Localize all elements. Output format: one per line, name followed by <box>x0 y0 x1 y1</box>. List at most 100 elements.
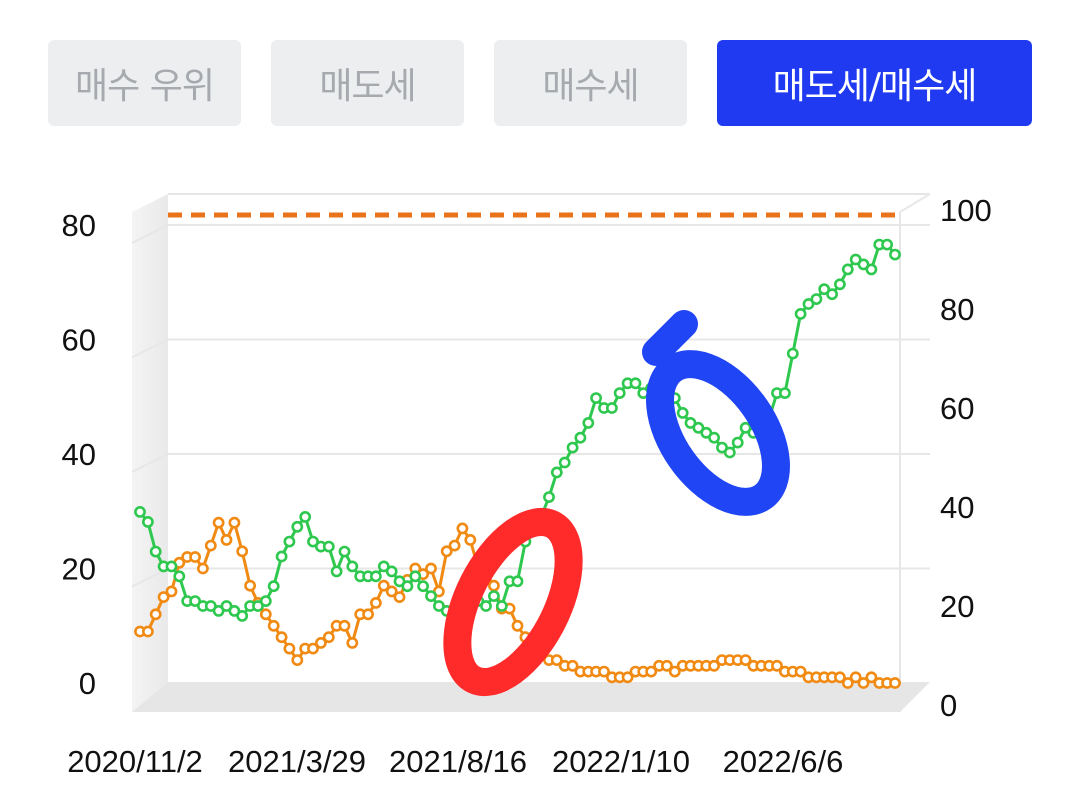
green-series-point <box>739 421 752 434</box>
orange-series-point <box>212 516 225 529</box>
orange-series-point <box>645 665 658 678</box>
orange-series-point <box>739 654 752 666</box>
green-series-point <box>558 456 571 469</box>
green-series-point <box>692 421 705 434</box>
chart-mode-tabs: 매수 우위 매도세 매수세 매도세/매수세 <box>48 40 1032 128</box>
orange-series-point <box>566 659 579 672</box>
green-series-point <box>613 387 626 399</box>
orange-series-point <box>204 539 217 552</box>
green-series-point <box>495 600 508 612</box>
green-series-point <box>330 565 343 578</box>
green-series-point <box>283 535 296 548</box>
green-series-point <box>802 298 815 310</box>
orange-series-point <box>307 642 319 655</box>
x-tick-label: 2021/8/16 <box>389 744 527 779</box>
orange-series-point <box>668 665 681 678</box>
gridline <box>131 224 930 244</box>
tab-buy-pressure[interactable]: 매수세 <box>494 40 687 126</box>
orange-series-point <box>322 631 335 644</box>
orange-series-point <box>259 608 272 621</box>
blue-annotation-circle <box>646 350 790 516</box>
right-y-tick-label: 40 <box>940 490 974 525</box>
orange-series-point <box>157 591 170 603</box>
orange-series-point <box>865 671 878 684</box>
green-series-point <box>267 580 280 593</box>
green-series-point <box>786 347 799 360</box>
green-series-point <box>676 406 689 419</box>
green-series-point <box>141 515 154 528</box>
x-tick-label: 2020/11/2 <box>67 744 203 779</box>
red-annotation-circle <box>443 507 583 697</box>
green-series-point <box>220 600 233 612</box>
orange-series-point <box>849 671 862 684</box>
chart-floor <box>132 682 930 712</box>
right-y-tick-label: 80 <box>940 292 974 327</box>
green-series-point <box>731 436 744 449</box>
right-y-tick-label: 20 <box>940 589 974 624</box>
green-series-point <box>818 283 831 296</box>
green-series-point <box>550 466 563 479</box>
orange-series-point <box>236 545 249 558</box>
orange-series-point <box>369 596 382 609</box>
orange-series-point <box>149 608 162 621</box>
orange-series-point <box>857 677 870 689</box>
orange-series-point <box>841 677 854 689</box>
green-series-point <box>684 416 697 429</box>
green-series-point <box>228 604 241 617</box>
green-series-point <box>377 560 390 573</box>
orange-series-point <box>440 545 453 558</box>
green-series-point <box>794 307 807 320</box>
orange-series-point <box>228 516 241 529</box>
gridline <box>131 338 930 359</box>
orange-series-point <box>487 579 500 592</box>
green-series-point <box>393 575 406 588</box>
orange-series-point <box>338 619 351 632</box>
green-series-point <box>826 288 838 301</box>
chart-right-top-edge <box>899 193 931 213</box>
green-series-point <box>889 248 901 261</box>
tab-sell-buy-pressure[interactable]: 매도세/매수세 <box>717 40 1032 126</box>
green-series-point <box>511 575 524 588</box>
orange-series-point <box>189 551 201 563</box>
green-series-point <box>369 570 382 583</box>
orange-series-point <box>141 625 154 638</box>
left-y-tick-label: 40 <box>62 437 96 472</box>
orange-series-point <box>385 585 398 598</box>
green-series-point <box>417 580 429 593</box>
tab-sell-pressure[interactable]: 매도세 <box>271 40 464 126</box>
orange-series-point <box>196 562 209 575</box>
tab-buy-dominance[interactable]: 매수 우위 <box>48 40 241 126</box>
green-series-point <box>566 441 579 454</box>
orange-series-point <box>598 665 610 678</box>
orange-series-point <box>834 671 846 684</box>
orange-series-point <box>456 522 469 535</box>
orange-series-point <box>889 677 901 689</box>
orange-series-point <box>794 665 807 678</box>
left-y-tick-label: 0 <box>79 666 96 701</box>
green-series-point <box>865 263 878 276</box>
green-series-point <box>779 387 791 399</box>
orange-series-point <box>448 539 461 552</box>
x-tick-label: 2022/6/6 <box>723 744 844 779</box>
green-series-point <box>259 595 272 607</box>
orange-series-point <box>621 671 634 684</box>
right-y-tick-label: 0 <box>940 688 957 723</box>
orange-series-point <box>511 619 524 632</box>
green-series-point <box>236 609 249 622</box>
green-series-point <box>708 431 720 444</box>
green-series-point <box>480 600 492 612</box>
orange-series-point <box>377 579 390 592</box>
green-series-point <box>574 431 587 444</box>
green-series-point <box>212 604 225 617</box>
x-tick-label: 2021/3/29 <box>228 744 366 779</box>
green-series-point <box>881 238 893 251</box>
orange-series-point <box>425 562 437 575</box>
orange-series-point <box>550 654 563 666</box>
green-series-point <box>409 570 422 583</box>
left-y-tick-label: 80 <box>62 208 96 243</box>
green-series-point <box>173 570 186 583</box>
green-series-point <box>346 560 359 573</box>
green-series-point <box>291 520 304 533</box>
orange-series-point <box>771 659 783 672</box>
sell-buy-pressure-chart: 0 20 40 60 80 0 20 40 60 80 100 2020/11/2 2021/3/29 2… <box>62 193 992 779</box>
